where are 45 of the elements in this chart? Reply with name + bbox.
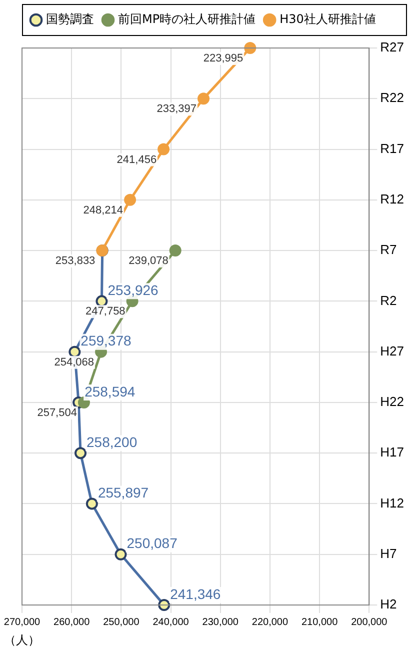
- data-label: 254,068: [54, 356, 94, 368]
- y-tick-label: R27: [380, 40, 404, 55]
- x-tick-label: 250,000: [103, 616, 140, 628]
- y-tick-label: R17: [380, 140, 404, 156]
- data-label: 241,346: [170, 586, 221, 602]
- x-tick-label: 210,000: [301, 616, 338, 628]
- point: [158, 143, 170, 156]
- x-axis-title: （人）: [4, 633, 40, 648]
- data-label: 223,995: [203, 52, 244, 65]
- x-tick-label: 270,000: [4, 616, 41, 628]
- data-label: 253,833: [55, 255, 96, 268]
- y-tick-label: H27: [380, 343, 404, 358]
- legend-label: H30社人研推計値: [280, 12, 376, 26]
- data-label: 250,087: [126, 535, 178, 552]
- point: [124, 194, 136, 206]
- x-tick-label: 230,000: [202, 616, 239, 628]
- y-tick-label: R12: [380, 191, 404, 206]
- legend-label: 国勢調査: [46, 12, 94, 26]
- y-tick-label: R2: [380, 292, 397, 308]
- data-label: 259,378: [80, 332, 132, 349]
- y-tick-label: H12: [380, 495, 404, 510]
- data-label: 241,456: [116, 154, 157, 166]
- x-tick-label: 240,000: [152, 616, 190, 628]
- data-label: 258,200: [86, 434, 138, 450]
- x-tick-label: 220,000: [252, 616, 288, 628]
- data-label: 233,397: [156, 103, 197, 116]
- y-tick-label: H2: [380, 596, 397, 612]
- y-tick-label: R22: [380, 90, 404, 106]
- data-label: 248,214: [83, 204, 124, 216]
- point: [169, 244, 182, 257]
- data-label: 257,504: [37, 406, 77, 419]
- y-tick-label: H7: [380, 546, 397, 561]
- data-label: 247,758: [86, 306, 126, 318]
- data-label: 239,078: [128, 255, 168, 268]
- point: [198, 92, 210, 105]
- data-label: 255,897: [98, 484, 149, 501]
- data-label: 258,594: [84, 383, 136, 400]
- y-tick-label: H22: [380, 394, 404, 410]
- x-tick-label: 200,000: [351, 616, 388, 628]
- y-tick-label: R7: [380, 242, 397, 258]
- legend-label: 前回MP時の社人研推計値: [118, 12, 256, 26]
- y-tick-label: H17: [380, 444, 404, 460]
- point: [244, 42, 256, 54]
- x-tick-label: 260,000: [54, 616, 90, 628]
- data-label: 253,926: [108, 282, 159, 298]
